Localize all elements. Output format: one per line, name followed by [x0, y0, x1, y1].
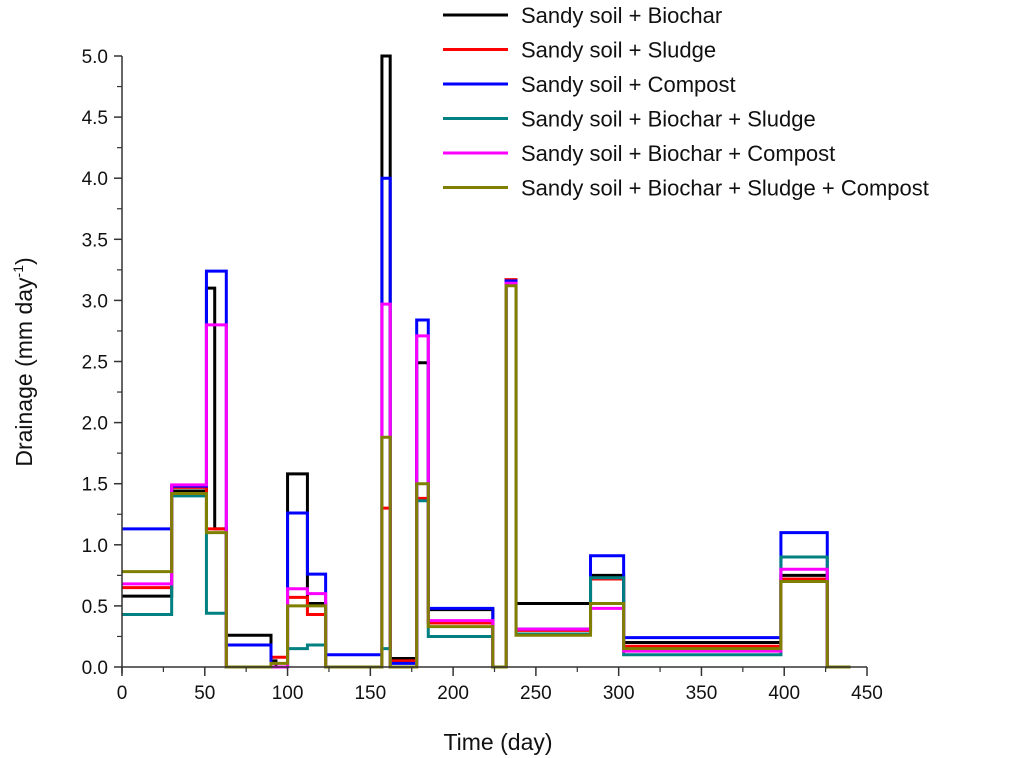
x-tick-label: 450 [851, 683, 883, 704]
x-tick-label: 250 [520, 683, 552, 704]
y-tick-label: 5.0 [82, 47, 108, 68]
y-tick-label: 4.5 [82, 108, 108, 129]
y-ticks: 0.0 0.5 1.0 1.5 2.0 2.5 3.0 3.5 4.0 4.5 5.0 [82, 47, 122, 679]
legend-label-sandy-soil-compost: Sandy soil + Compost [521, 72, 736, 97]
x-tick-label: 100 [272, 683, 304, 704]
x-ticks: 0 50 100 150 200 250 300 350 400 450 [117, 667, 883, 704]
legend-label-sandy-soil-biochar-sludge-compost: Sandy soil + Biochar + Sludge + Compost [521, 176, 929, 201]
series-line-sandy-soil-compost [122, 176, 851, 669]
y-axis-title-main: Drainage (mm day [11, 277, 37, 467]
y-tick-label: 0.5 [82, 597, 108, 618]
y-tick-label: 1.0 [82, 536, 108, 557]
x-tick-label: 0 [117, 683, 128, 704]
y-axis-title: Drainage (mm day-1) [10, 257, 37, 466]
legend-label-sandy-soil-biochar-sludge: Sandy soil + Biochar + Sludge [521, 107, 816, 132]
x-axis-title: Time (day) [443, 729, 552, 755]
y-tick-label: 3.5 [82, 230, 108, 251]
series-layer [122, 54, 851, 669]
y-tick-label: 3.0 [82, 291, 108, 312]
legend: Sandy soil + Biochar Sandy soil + Sludge S… [443, 3, 929, 201]
x-tick-label: 50 [194, 683, 215, 704]
y-tick-label: 2.0 [82, 414, 108, 435]
y-axis-title-close: ) [11, 257, 37, 265]
y-tick-label: 0.0 [82, 658, 108, 679]
x-tick-label: 150 [354, 683, 386, 704]
legend-label-sandy-soil-biochar-compost: Sandy soil + Biochar + Compost [521, 141, 835, 166]
y-axis-title-superscript: -1 [10, 265, 26, 278]
x-tick-label: 350 [686, 683, 718, 704]
y-tick-label: 1.5 [82, 475, 108, 496]
legend-label-sandy-soil-biochar: Sandy soil + Biochar [521, 3, 722, 28]
x-tick-label: 200 [437, 683, 469, 704]
y-tick-label: 2.5 [82, 353, 108, 374]
legend-label-sandy-soil-sludge: Sandy soil + Sludge [521, 38, 716, 63]
y-tick-label: 4.0 [82, 169, 108, 190]
x-tick-label: 400 [768, 683, 800, 704]
series-line-sandy-soil-biochar-sludge-compost [122, 284, 851, 669]
x-tick-label: 300 [603, 683, 635, 704]
